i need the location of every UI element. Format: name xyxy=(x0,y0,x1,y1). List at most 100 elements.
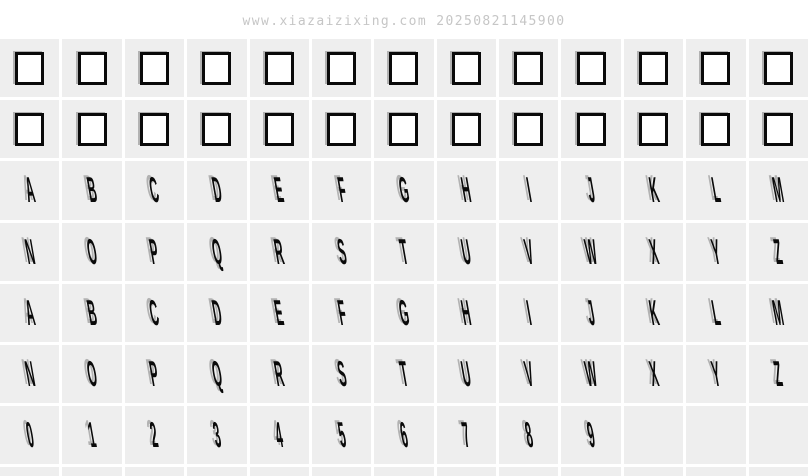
glyph-s: s xyxy=(334,353,349,395)
notdef-square-icon xyxy=(763,51,793,85)
glyph-h: h xyxy=(458,291,475,333)
glyph-O: O xyxy=(83,230,101,272)
glyph-cell-A: A xyxy=(0,161,60,220)
clipped-cell xyxy=(311,467,372,476)
notdef-square-icon xyxy=(139,51,169,85)
notdef-square-icon xyxy=(77,51,107,85)
clipped-cell xyxy=(686,467,746,476)
clipped-cell xyxy=(124,467,185,476)
glyph-cell-j: j xyxy=(561,283,621,342)
notdef-square-icon xyxy=(514,112,544,146)
notdef-cell xyxy=(311,100,372,159)
glyph-8: 8 xyxy=(521,414,536,456)
glyph-cell-t: t xyxy=(374,344,434,404)
glyph-k: k xyxy=(645,291,662,333)
glyph-9: 9 xyxy=(584,414,598,456)
notdef-cell xyxy=(623,39,684,98)
notdef-square-icon xyxy=(327,112,357,146)
notdef-square-icon xyxy=(202,112,232,146)
notdef-cell xyxy=(436,39,497,98)
glyph-cell-1: 1 xyxy=(62,406,122,465)
glyph-cell-p: p xyxy=(124,344,185,404)
notdef-square-icon xyxy=(639,112,669,146)
glyph-cell-Y: Y xyxy=(686,222,746,281)
glyph-cell-X: X xyxy=(623,222,684,281)
glyph-cell-d: d xyxy=(187,283,247,342)
glyph-d: d xyxy=(208,291,225,333)
glyph-cell-J: J xyxy=(561,161,621,220)
glyph-cell-E: E xyxy=(249,161,309,220)
glyph-p: p xyxy=(146,353,162,395)
glyph-f: f xyxy=(334,291,349,333)
notdef-square-icon xyxy=(15,112,45,146)
glyph-cell-W: W xyxy=(561,222,621,281)
glyph-cell-s: s xyxy=(311,344,372,404)
glyph-T: T xyxy=(396,230,412,272)
glyph-cell-M: M xyxy=(748,161,808,220)
notdef-square-icon xyxy=(576,112,606,146)
notdef-square-icon xyxy=(701,112,731,146)
glyph-a: a xyxy=(21,291,38,333)
glyph-cell-g: g xyxy=(374,283,434,342)
glyph-cell-O: O xyxy=(62,222,122,281)
glyph-J: J xyxy=(584,169,598,211)
glyph-F: F xyxy=(334,169,349,211)
notdef-cell xyxy=(124,39,185,98)
notdef-cell xyxy=(187,39,247,98)
glyph-cell-C: C xyxy=(124,161,185,220)
glyph-L: L xyxy=(708,169,723,211)
empty-cell xyxy=(686,406,746,465)
clipped-cell xyxy=(249,467,309,476)
clipped-cell xyxy=(748,467,808,476)
glyph-z: z xyxy=(771,353,786,395)
glyph-cell-y: y xyxy=(686,344,746,404)
glyph-cell-c: c xyxy=(124,283,185,342)
glyph-E: E xyxy=(271,169,287,211)
glyph-y: y xyxy=(708,353,724,395)
glyph-cell-m: m xyxy=(748,283,808,342)
glyph-r: r xyxy=(271,353,287,395)
glyph-K: K xyxy=(645,169,662,211)
notdef-square-icon xyxy=(701,51,731,85)
clipped-cell xyxy=(62,467,122,476)
glyph-cell-l: l xyxy=(686,283,746,342)
glyph-cell-8: 8 xyxy=(499,406,559,465)
glyph-cell-v: v xyxy=(499,344,559,404)
notdef-square-icon xyxy=(576,51,606,85)
clipped-cell xyxy=(436,467,497,476)
glyph-H: H xyxy=(458,169,475,211)
glyph-cell-S: S xyxy=(311,222,372,281)
glyph-cell-f: f xyxy=(311,283,372,342)
glyph-cell-L: L xyxy=(686,161,746,220)
notdef-cell xyxy=(0,39,60,98)
glyph-cell-N: N xyxy=(0,222,60,281)
glyph-v: v xyxy=(521,353,537,395)
notdef-cell xyxy=(249,39,309,98)
glyph-cell-h: h xyxy=(436,283,497,342)
glyph-cell-q: q xyxy=(187,344,247,404)
notdef-cell xyxy=(561,100,621,159)
clipped-cell xyxy=(623,467,684,476)
glyph-cell-R: R xyxy=(249,222,309,281)
clipped-cell xyxy=(187,467,247,476)
glyph-2: 2 xyxy=(147,414,162,456)
notdef-cell xyxy=(436,100,497,159)
glyph-i: i xyxy=(523,291,534,333)
glyph-cell-3: 3 xyxy=(187,406,247,465)
glyph-cell-Z: Z xyxy=(748,222,808,281)
glyph-cell-r: r xyxy=(249,344,309,404)
glyph-w: w xyxy=(582,353,601,395)
glyph-Z: Z xyxy=(771,230,786,272)
glyph-cell-I: I xyxy=(499,161,559,220)
glyph-cell-w: w xyxy=(561,344,621,404)
glyph-m: m xyxy=(769,291,787,333)
empty-cell xyxy=(748,406,808,465)
glyph-C: C xyxy=(146,169,163,211)
notdef-cell xyxy=(62,39,122,98)
notdef-cell xyxy=(499,100,559,159)
glyph-cell-7: 7 xyxy=(436,406,497,465)
glyph-cell-u: u xyxy=(436,344,497,404)
glyph-cell-2: 2 xyxy=(124,406,185,465)
notdef-square-icon xyxy=(264,51,294,85)
